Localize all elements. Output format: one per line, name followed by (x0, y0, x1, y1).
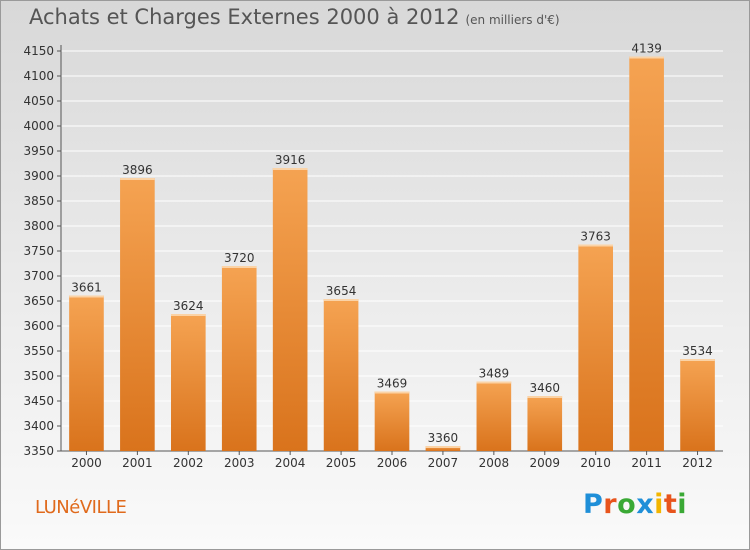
bar-2005 (323, 299, 359, 451)
data-labels: 3661 3896 3624 3720 3916 3654 3469 3360 3489 3460… (71, 42, 713, 446)
bar-2012 (680, 359, 715, 451)
bar-2007 (425, 446, 461, 451)
y-tick-label: 3950 (23, 144, 54, 158)
logo-letter: P (583, 489, 604, 520)
bar-2000 (69, 295, 104, 451)
logo-letter: t (663, 489, 678, 520)
x-tick-label: 2006 (377, 456, 408, 470)
data-label: 3534 (682, 344, 713, 358)
bars (69, 56, 715, 451)
y-tick-labels: 3350 3400 3450 3500 3550 3600 3650 3700 3750 3800… (23, 44, 54, 458)
bar-top-highlight (69, 295, 104, 298)
logo-letter: o (617, 489, 637, 520)
data-label: 3469 (377, 377, 408, 391)
bar-top-highlight (120, 178, 155, 180)
y-tick-label: 3500 (23, 369, 54, 383)
proxiti-logo[interactable]: Proxiti (583, 489, 687, 520)
logo-letter: i (677, 489, 688, 520)
data-label: 3460 (529, 381, 560, 395)
y-tick-label: 4000 (23, 119, 54, 133)
bar-2006 (374, 391, 410, 451)
y-tick-label: 3600 (23, 319, 54, 333)
data-label: 3661 (71, 281, 102, 295)
y-tick-label: 4050 (23, 94, 54, 108)
bar-2002 (170, 314, 206, 451)
logo-letter: i (654, 489, 664, 520)
y-tick-label: 3900 (23, 169, 54, 183)
x-tick-label: 2003 (224, 456, 255, 470)
grid-lines (61, 50, 723, 452)
data-label: 4139 (631, 42, 662, 56)
bar-top-highlight (323, 299, 359, 301)
y-tick-label: 3400 (23, 419, 54, 433)
x-tick-label: 2005 (326, 456, 357, 470)
y-tick-label: 3850 (23, 194, 54, 208)
x-tick-label: 2007 (428, 456, 459, 470)
bar-top-highlight (476, 381, 512, 384)
bar-2004 (272, 168, 308, 451)
bar-top-highlight (425, 446, 461, 448)
data-label: 3896 (122, 163, 153, 177)
bar-top-highlight (527, 396, 563, 398)
chart-subtitle: (en milliers d'€) (465, 13, 560, 27)
x-tick-label: 2010 (580, 456, 611, 470)
x-tick-label: 2002 (173, 456, 204, 470)
bar-top-highlight (170, 314, 206, 316)
bar-top-highlight (272, 168, 308, 170)
x-tick-label: 2011 (631, 456, 662, 470)
x-tick-label: 2000 (71, 456, 102, 470)
bar-2003 (221, 266, 257, 451)
data-label: 3720 (224, 251, 255, 265)
y-tick-label: 4150 (23, 44, 54, 58)
x-tick-label: 2012 (682, 456, 713, 470)
data-label: 3916 (275, 153, 306, 167)
chart-title: Achats et Charges Externes 2000 à 2012 (e… (29, 5, 560, 29)
bar-2001 (120, 178, 155, 451)
bar-top-highlight (629, 56, 664, 59)
city-name: LUNéVILLE (35, 497, 127, 518)
bar-top-highlight (374, 391, 410, 394)
data-label: 3763 (580, 230, 611, 244)
y-tick-label: 4100 (23, 69, 54, 83)
x-tick-label: 2008 (479, 456, 510, 470)
chart-title-text: Achats et Charges Externes 2000 à 2012 (29, 5, 460, 29)
y-tick-label: 3550 (23, 344, 54, 358)
bar-2011 (629, 56, 664, 451)
x-tick-labels: 2000 2001 2002 2003 2004 2005 2006 2007 2008 2009… (71, 456, 713, 470)
x-tick-label: 2004 (275, 456, 306, 470)
y-tick-label: 3700 (23, 269, 54, 283)
bar-top-highlight (680, 359, 715, 361)
x-tick-label: 2001 (122, 456, 153, 470)
x-tick-label: 2009 (529, 456, 560, 470)
bar-2009 (527, 396, 563, 451)
y-tick-label: 3450 (23, 394, 54, 408)
data-label: 3489 (479, 367, 510, 381)
bar-top-highlight (578, 244, 614, 247)
logo-letter: x (636, 489, 655, 520)
y-tick-label: 3650 (23, 294, 54, 308)
data-label: 3360 (428, 431, 459, 445)
bar-2010 (578, 244, 614, 451)
logo-letter: r (603, 489, 618, 520)
y-tick-label: 3350 (23, 444, 54, 458)
y-tick-label: 3750 (23, 244, 54, 258)
bar-2008 (476, 381, 512, 451)
data-label: 3654 (326, 284, 357, 298)
data-label: 3624 (173, 299, 204, 313)
bar-top-highlight (221, 266, 257, 268)
y-tick-label: 3800 (23, 219, 54, 233)
